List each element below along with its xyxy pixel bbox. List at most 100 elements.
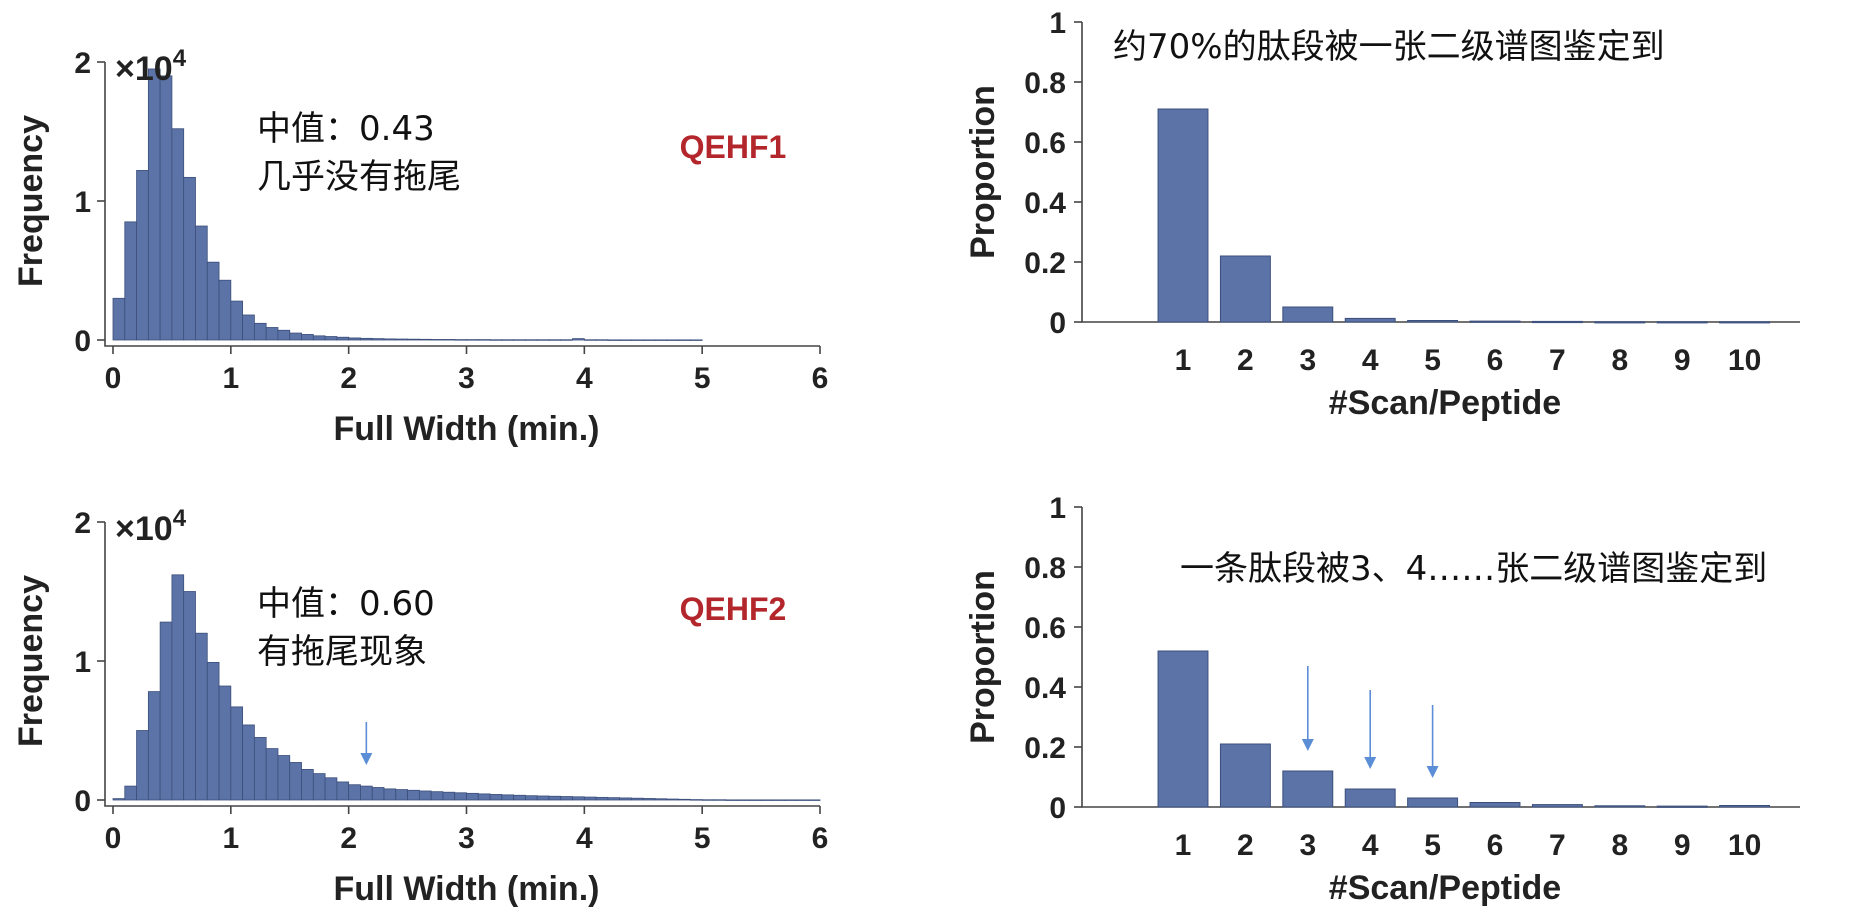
histogram-bar — [348, 784, 361, 801]
proportion-bar — [1469, 320, 1521, 323]
histogram-bar — [301, 334, 314, 341]
proportion-bar — [1344, 788, 1396, 808]
histogram-bar — [147, 68, 161, 341]
x-axis-title: Full Width (min.) — [334, 410, 600, 448]
x-tick-label: 9 — [1674, 344, 1691, 377]
histogram-bar — [159, 621, 173, 801]
y-tick-label: 0 — [74, 325, 91, 358]
histogram-bar — [583, 796, 597, 801]
y-tick-label: 2 — [74, 47, 91, 80]
x-tick-label: 0 — [105, 362, 122, 395]
qehf2-hist-chart: 0 1 2 3 4 5 6 0 1 2 ×104 Full Width (min.) Frequency… — [12, 505, 828, 908]
histogram-bar — [253, 737, 267, 801]
histogram-bar — [301, 769, 314, 801]
histogram-bar — [489, 339, 503, 341]
histogram-bar — [595, 796, 609, 801]
histogram-bar — [230, 706, 244, 801]
histogram-bar — [407, 338, 420, 341]
proportion-bar — [1157, 108, 1209, 323]
histogram-bar — [501, 794, 515, 801]
y-tick-label: 0.6 — [1024, 127, 1066, 160]
histogram-bar — [513, 794, 526, 801]
annotation-arrow — [360, 722, 373, 765]
x-tick-label: 1 — [1175, 829, 1192, 862]
histogram-bar — [112, 798, 126, 801]
x-tick-label: 5 — [1424, 344, 1441, 377]
x-tick-label: 8 — [1611, 829, 1628, 862]
histogram-bar — [654, 798, 668, 801]
histogram-bar — [560, 796, 573, 801]
qehf1-hist-chart: 0 1 2 3 4 5 6 0 1 2 ×104 Full Width (min.) Frequency… — [12, 45, 828, 448]
histogram-bar — [383, 788, 397, 801]
histogram-bar — [548, 795, 562, 801]
histogram-bar — [206, 661, 220, 801]
histogram-bar — [265, 748, 279, 801]
y-tick-label: 1 — [1049, 492, 1066, 525]
histogram-bar — [689, 799, 703, 801]
x-tick-label: 4 — [576, 822, 593, 855]
histogram-bar — [666, 798, 679, 801]
histogram-bar — [136, 170, 149, 341]
histogram-bar — [360, 785, 373, 801]
histogram-bar — [760, 799, 774, 801]
y-axis-title: Proportion — [964, 570, 1002, 744]
histogram-bar — [572, 338, 585, 341]
x-axis-title: #Scan/Peptide — [1329, 869, 1561, 907]
histogram-bar — [360, 337, 373, 341]
y-tick-label: 0.4 — [1024, 672, 1066, 705]
proportion-bar — [1594, 805, 1646, 808]
x-tick-label: 3 — [458, 362, 475, 395]
annotation-arrow — [1301, 666, 1314, 751]
dataset-tag: QEHF1 — [680, 129, 787, 165]
x-tick-label: 5 — [1424, 829, 1441, 862]
annotation-text: 一条肽段被3、4……张二级谱图鉴定到 — [1180, 549, 1767, 589]
histogram-bar — [454, 339, 467, 341]
histogram-bar — [312, 773, 326, 801]
x-tick-label: 3 — [1299, 829, 1316, 862]
histogram-bar — [642, 798, 656, 801]
y-tick-label: 0 — [1049, 792, 1066, 825]
histogram-bar — [418, 790, 432, 801]
histogram-bar — [171, 128, 185, 341]
y-tick-label: 1 — [74, 186, 91, 219]
histogram-bar — [159, 75, 173, 341]
proportion-bar — [1531, 320, 1583, 324]
histogram-bar — [442, 791, 456, 801]
y-tick-label: 0.2 — [1024, 247, 1066, 280]
proportion-bar — [1594, 321, 1646, 324]
x-axis-title: Full Width (min.) — [334, 870, 600, 908]
histogram-bar — [619, 339, 632, 341]
histogram-bar — [784, 799, 797, 801]
histogram-bar — [371, 338, 385, 341]
x-tick-label: 2 — [1237, 829, 1254, 862]
y-tick-label: 0.8 — [1024, 552, 1066, 585]
x-axis-title: #Scan/Peptide — [1329, 384, 1561, 422]
histogram-bar — [607, 339, 621, 341]
x-tick-label: 2 — [1237, 344, 1254, 377]
proportion-bar — [1407, 797, 1459, 808]
proportion-bar — [1219, 743, 1271, 808]
proportion-bar — [1531, 804, 1583, 808]
y-axis-title: Frequency — [12, 575, 50, 747]
axis-lines — [104, 522, 820, 807]
x-tick-label: 6 — [1487, 829, 1504, 862]
histogram-bar — [477, 793, 491, 801]
histogram-bar — [666, 339, 679, 341]
histogram-bar — [607, 797, 621, 801]
histogram-bar — [218, 279, 232, 341]
histogram-bar — [242, 724, 255, 801]
x-tick-label: 2 — [340, 362, 357, 395]
x-tick-label: 6 — [1487, 344, 1504, 377]
histogram-bar — [678, 798, 691, 801]
histogram-bar — [713, 799, 727, 801]
x-tick-label: 0 — [105, 822, 122, 855]
x-tick-label: 5 — [694, 362, 711, 395]
proportion-bar — [1344, 317, 1396, 323]
histogram-bar — [536, 795, 550, 801]
histogram-bar — [725, 799, 738, 801]
x-tick-label: 3 — [458, 822, 475, 855]
histogram-bar — [383, 338, 397, 341]
x-tick-label: 4 — [1362, 344, 1379, 377]
annotation-line: 有拖尾现象 — [257, 632, 427, 672]
histogram-bar — [371, 787, 385, 801]
